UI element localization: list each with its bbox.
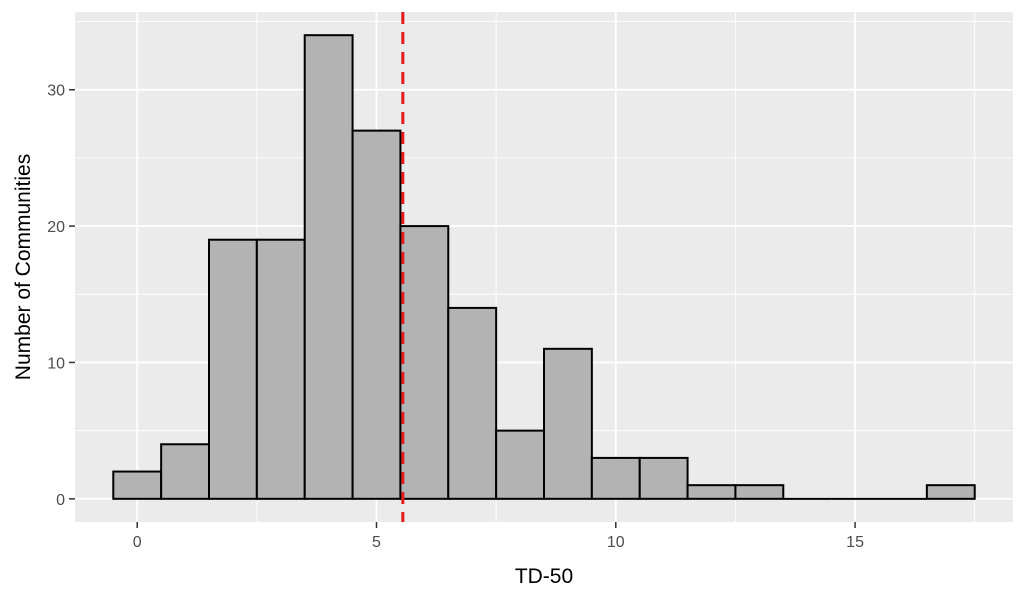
x-axis-title: TD-50 xyxy=(515,565,573,588)
histogram-bar xyxy=(160,443,210,500)
histogram-bar xyxy=(925,484,976,500)
histogram-bar xyxy=(112,470,163,500)
histogram-bar xyxy=(447,306,498,500)
y-axis: 0 10 20 30 xyxy=(47,83,75,509)
x-tick-label: 5 xyxy=(372,534,381,551)
histogram-bar xyxy=(208,238,258,500)
histogram-bar xyxy=(303,34,354,500)
minor-gridlines xyxy=(75,12,1013,522)
histogram-bar xyxy=(638,456,689,500)
histogram-bar xyxy=(351,129,402,500)
histogram-bar xyxy=(590,456,641,500)
histogram-bar xyxy=(399,225,450,500)
x-tick-label: 10 xyxy=(607,534,625,551)
x-tick-label: 0 xyxy=(133,534,142,551)
y-tick-label: 10 xyxy=(47,355,65,372)
y-axis-title: Number of Communities xyxy=(12,154,35,380)
histogram-bars xyxy=(112,34,976,500)
y-tick-label: 30 xyxy=(47,83,65,100)
histogram-bar xyxy=(495,429,545,500)
histogram-bar xyxy=(686,484,737,500)
histogram-bar xyxy=(255,238,306,500)
x-tick-label: 15 xyxy=(846,534,864,551)
histogram-bar xyxy=(543,347,593,500)
y-tick-label: 20 xyxy=(47,219,65,236)
histogram-bar xyxy=(734,484,785,500)
x-axis: 0 5 10 15 xyxy=(133,522,864,551)
y-tick-label: 0 xyxy=(56,492,65,509)
